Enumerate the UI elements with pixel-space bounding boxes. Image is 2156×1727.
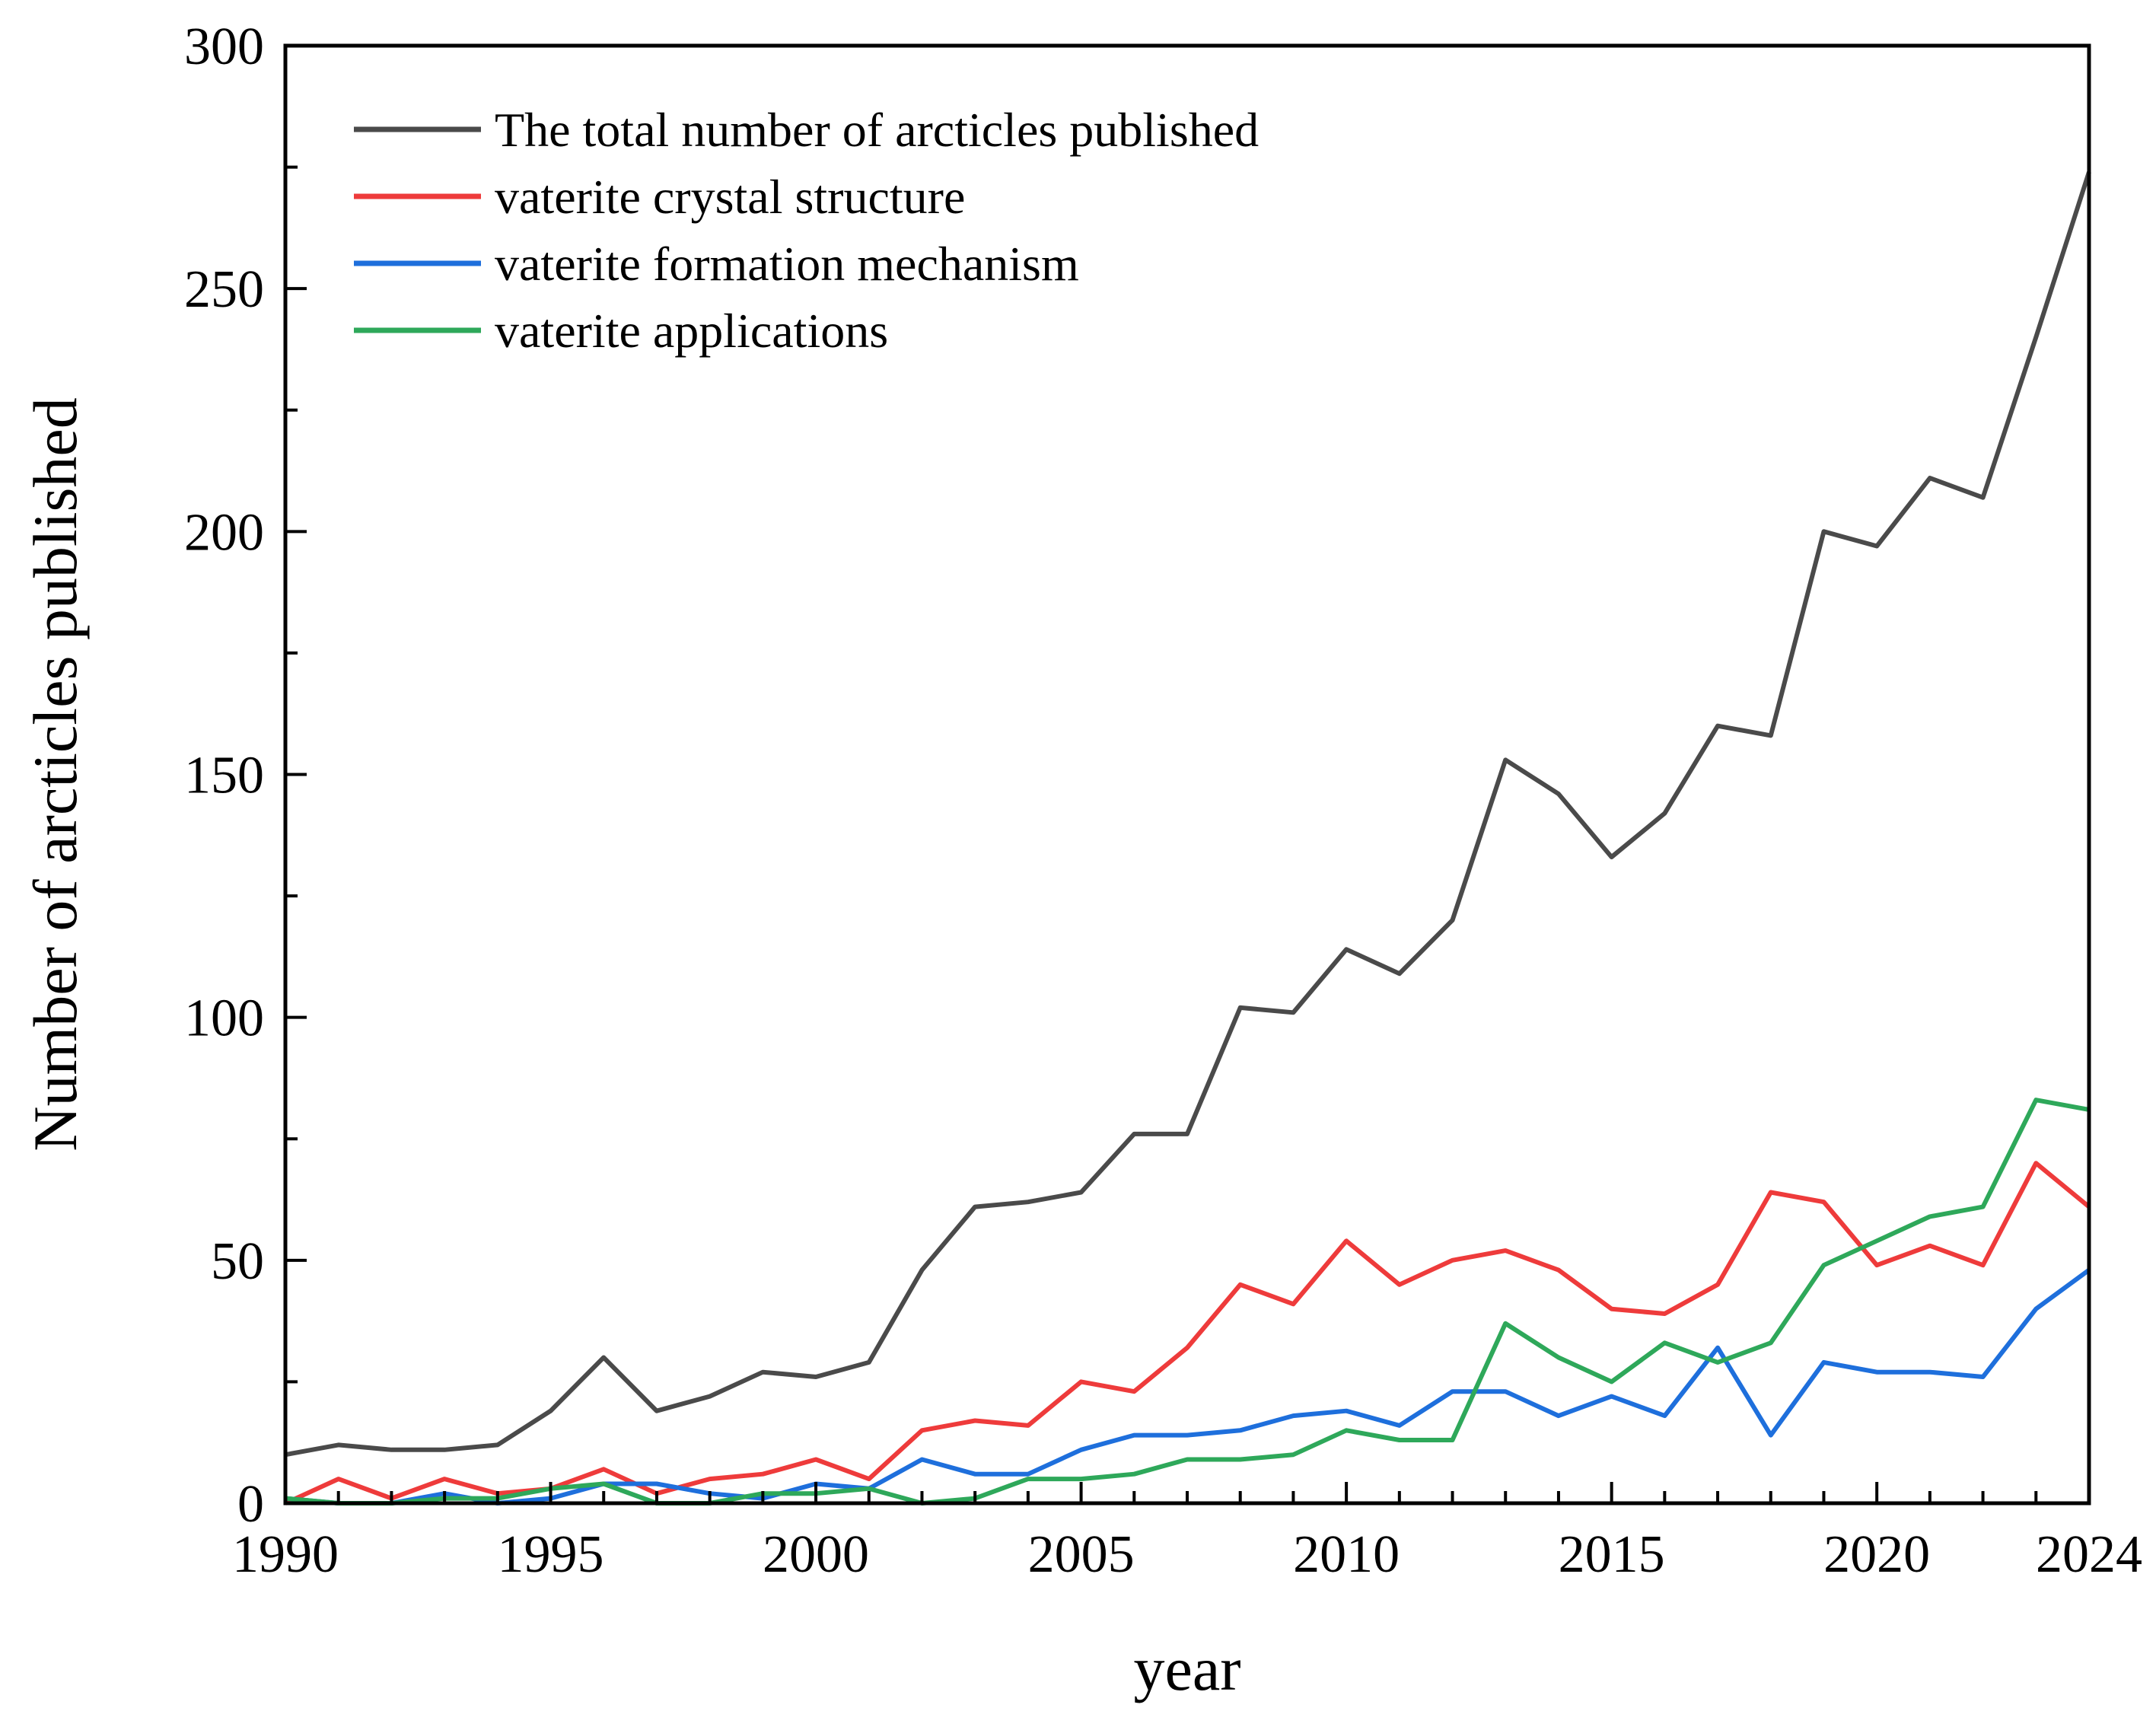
- x-tick-label: 2000: [763, 1525, 869, 1584]
- legend-label-2: vaterite crystal structure: [495, 170, 965, 224]
- legend: The total number of arcticles published v…: [354, 103, 1259, 358]
- series-line-3: [285, 1268, 2091, 1506]
- y-tick-label: 300: [184, 18, 264, 76]
- y-tick-label: 150: [184, 747, 264, 805]
- x-tick-label: 2005: [1028, 1525, 1135, 1584]
- x-tick-label: 1995: [498, 1525, 604, 1584]
- y-tick-label: 250: [184, 260, 264, 319]
- legend-label-3: vaterite formation mechanism: [495, 237, 1079, 291]
- x-tick-label: 2015: [1559, 1525, 1665, 1584]
- x-tick-label: 2024: [2036, 1525, 2142, 1584]
- series-line-1: [285, 171, 2091, 1458]
- x-tick-label: 2010: [1293, 1525, 1400, 1584]
- y-tick-label: 100: [184, 989, 264, 1048]
- y-tick-label: 50: [211, 1232, 264, 1291]
- series-line-2: [284, 1161, 2091, 1506]
- ticks-layer: 1990 1995 2000 2005 2010 2015 2020 2024 0 50 100 15…: [184, 18, 2142, 1584]
- legend-label-4: vaterite applications: [495, 304, 888, 358]
- x-axis-title: year: [1133, 1634, 1240, 1703]
- y-tick-label: 200: [184, 503, 264, 562]
- y-axis-title: Number of arcticles published: [21, 397, 90, 1152]
- legend-label-1: The total number of arcticles published: [495, 103, 1259, 157]
- x-tick-label: 2020: [1823, 1525, 1930, 1584]
- series-line-4: [285, 1098, 2090, 1506]
- y-tick-label: 0: [237, 1475, 264, 1534]
- series-layer: [284, 171, 2091, 1506]
- x-tick-label: 1990: [232, 1525, 339, 1584]
